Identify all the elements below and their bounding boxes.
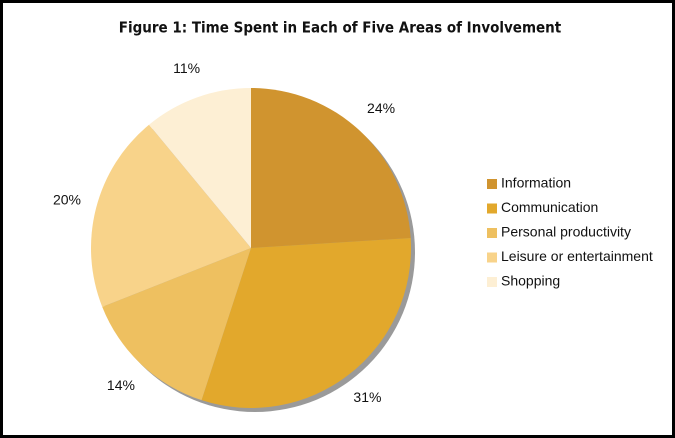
pie-slice xyxy=(201,237,411,408)
pie-slice xyxy=(251,88,411,248)
chart-title: Figure 1: Time Spent in Each of Five Are… xyxy=(119,19,562,37)
legend-label: Shopping xyxy=(501,273,560,289)
legend-swatch xyxy=(487,179,497,189)
legend-label: Information xyxy=(501,175,571,191)
data-label: 11% xyxy=(173,60,200,76)
data-label: 31% xyxy=(353,389,381,405)
legend-label: Communication xyxy=(501,199,598,215)
data-label: 20% xyxy=(53,191,81,207)
legend-label: Leisure or entertainment xyxy=(501,248,653,264)
data-label: 14% xyxy=(107,377,135,393)
legend-swatch xyxy=(487,252,497,263)
legend-swatch xyxy=(487,228,497,238)
data-label: 24% xyxy=(367,100,395,116)
legend-swatch xyxy=(487,277,497,287)
legend-label: Personal productivity xyxy=(501,224,631,240)
legend-swatch xyxy=(487,203,497,214)
pie-slice xyxy=(149,88,251,248)
pie-slice xyxy=(102,248,251,401)
pie-slice xyxy=(91,124,251,307)
